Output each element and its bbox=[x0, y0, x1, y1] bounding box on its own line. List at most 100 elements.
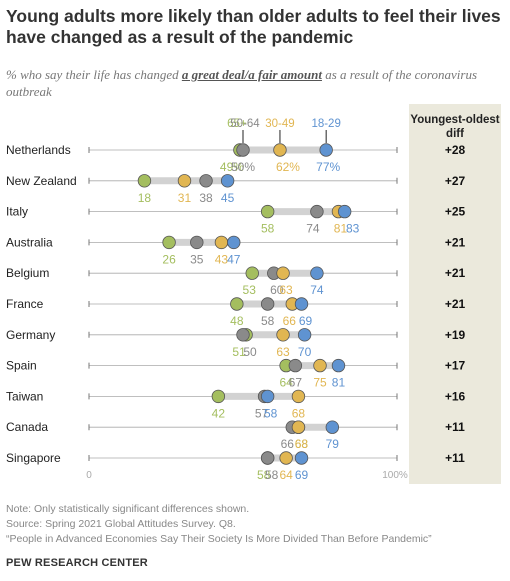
dot-50-64 bbox=[260, 451, 275, 465]
country-label: Taiwan bbox=[6, 389, 43, 403]
data-label: 51 bbox=[232, 345, 246, 359]
data-label: 38 bbox=[199, 191, 213, 205]
legend-label-3: 18-29 bbox=[311, 118, 340, 130]
chart-title: Young adults more likely than older adul… bbox=[6, 6, 501, 47]
dot-18-29 bbox=[260, 389, 275, 404]
dot-50-64 bbox=[260, 297, 275, 311]
diff-value: +21 bbox=[445, 266, 466, 280]
subtitle-text-end: as a result of the coronavirus outbreak bbox=[6, 67, 477, 99]
dot-65plus bbox=[260, 204, 275, 219]
data-label: 69 bbox=[299, 314, 313, 328]
diff-value: +17 bbox=[445, 359, 466, 373]
dot-50-64 bbox=[190, 235, 204, 250]
footer-report: “People in Advanced Economies Say Their … bbox=[6, 533, 432, 545]
dot-30-49 bbox=[279, 451, 293, 465]
diff-column-background bbox=[409, 104, 501, 484]
data-label: 18 bbox=[138, 191, 152, 205]
data-label: 63 bbox=[279, 283, 293, 297]
data-label: 58 bbox=[257, 468, 271, 482]
data-label: 42 bbox=[212, 406, 226, 420]
dot-30-49 bbox=[214, 235, 229, 250]
legend-label-2: 30-49 bbox=[265, 118, 294, 130]
diff-value: +21 bbox=[445, 297, 466, 311]
country-label: New Zealand bbox=[6, 174, 77, 188]
data-label: 66 bbox=[281, 437, 295, 451]
dot-50-64 bbox=[199, 174, 213, 188]
country-label: Spain bbox=[6, 359, 37, 373]
diff-column-header: Youngest-oldest diff bbox=[410, 114, 500, 140]
data-label: 58 bbox=[261, 222, 275, 236]
data-label: 67 bbox=[289, 376, 303, 390]
data-label: 66 bbox=[283, 314, 297, 328]
data-label: 81 bbox=[334, 222, 348, 236]
diff-value: +28 bbox=[445, 143, 466, 157]
data-label: 62% bbox=[276, 160, 300, 174]
dot-30-49 bbox=[276, 266, 290, 280]
data-label: 31 bbox=[178, 191, 192, 205]
data-label: 50 bbox=[243, 345, 257, 359]
data-label: 63 bbox=[276, 345, 290, 359]
dot-65plus bbox=[137, 174, 152, 188]
country-label: France bbox=[6, 297, 44, 311]
legend-label-1: 50-64 bbox=[230, 118, 260, 130]
data-label: 64 bbox=[279, 468, 293, 482]
dot-50-64 bbox=[236, 143, 250, 157]
dot-65plus bbox=[162, 235, 176, 250]
data-label: 64 bbox=[279, 376, 293, 390]
dot-plot: 65+50-64 30-49 18-29 Netherlands 49%50% 62% 77… bbox=[6, 118, 466, 482]
footer-note: Note: Only statistically significant dif… bbox=[6, 503, 250, 515]
dot-18-29 bbox=[297, 328, 312, 342]
dot-18-29 bbox=[319, 143, 333, 157]
data-label: 74 bbox=[310, 283, 324, 297]
data-label: 47 bbox=[227, 252, 241, 266]
data-label: 79 bbox=[326, 437, 340, 451]
data-label: 68 bbox=[295, 437, 309, 451]
dot-18-29 bbox=[337, 204, 352, 219]
axis-tick-0: 0 bbox=[86, 470, 92, 481]
country-label: Italy bbox=[6, 205, 28, 219]
country-label: Canada bbox=[6, 420, 48, 434]
dot-30-49 bbox=[291, 389, 306, 404]
dot-30-49 bbox=[273, 143, 287, 157]
dot-18-29 bbox=[220, 174, 235, 188]
diff-value: +25 bbox=[445, 205, 466, 219]
data-label: 26 bbox=[162, 252, 176, 266]
dot-50-64 bbox=[310, 204, 324, 219]
subtitle-text: % who say their life has changed bbox=[6, 67, 182, 82]
data-label: 58 bbox=[261, 314, 275, 328]
data-label: 53 bbox=[243, 283, 257, 297]
data-label: 48 bbox=[230, 314, 244, 328]
data-label: 58 bbox=[264, 406, 278, 420]
dot-30-49 bbox=[313, 358, 327, 373]
data-label: 81 bbox=[332, 376, 346, 390]
data-label: 75 bbox=[313, 376, 327, 390]
diff-value: +27 bbox=[445, 174, 466, 188]
diff-value: +11 bbox=[445, 420, 465, 434]
dot-18-29 bbox=[227, 235, 241, 250]
data-label: 43 bbox=[215, 252, 229, 266]
dot-65plus bbox=[211, 389, 226, 404]
data-label: 77% bbox=[316, 160, 340, 174]
data-label: 68 bbox=[292, 406, 306, 420]
dot-50-64 bbox=[288, 358, 303, 373]
diff-value: +21 bbox=[445, 235, 466, 249]
dot-50-64 bbox=[236, 328, 250, 342]
brand-logo-text: PEW RESEARCH CENTER bbox=[6, 557, 148, 569]
diff-value: +19 bbox=[445, 328, 466, 342]
data-label: 68 bbox=[295, 437, 309, 451]
country-label: Netherlands bbox=[6, 143, 71, 157]
country-label: Germany bbox=[6, 328, 55, 342]
data-label: 83 bbox=[346, 222, 360, 236]
dot-30-49 bbox=[177, 174, 192, 188]
legend-label-0: 65+ bbox=[227, 118, 247, 130]
dot-18-29 bbox=[310, 266, 324, 280]
data-label: 60 bbox=[270, 283, 284, 297]
dot-18-29 bbox=[331, 358, 346, 373]
data-label: 49% bbox=[220, 160, 244, 174]
dot-18-29 bbox=[294, 451, 309, 465]
country-label: Singapore bbox=[6, 451, 61, 465]
diff-value: +11 bbox=[445, 451, 465, 465]
data-label: 69 bbox=[295, 468, 309, 482]
dot-30-49 bbox=[276, 328, 290, 342]
axis-tick-100: 100% bbox=[382, 470, 408, 481]
